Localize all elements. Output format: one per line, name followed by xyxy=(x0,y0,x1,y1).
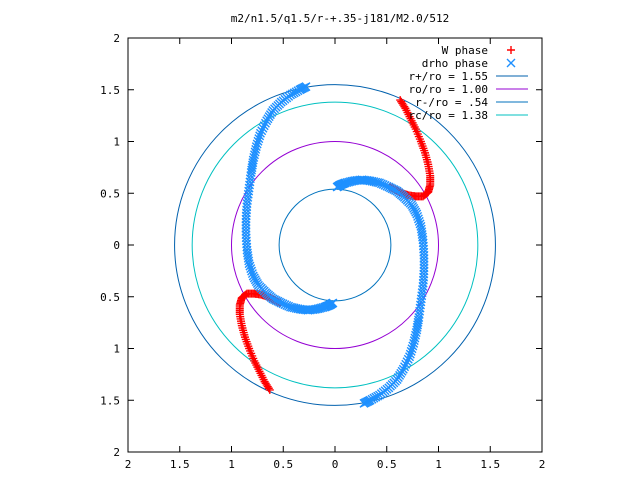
reference-circles xyxy=(174,84,496,406)
x-tick-label: 2 xyxy=(539,458,546,471)
reference-circle xyxy=(231,141,439,349)
reference-circle xyxy=(191,101,479,389)
x-tick-label: 0.5 xyxy=(273,458,293,471)
drho-phase-point xyxy=(247,266,257,276)
y-tick-label: 0.5 xyxy=(100,291,120,304)
x-tick-label: 1 xyxy=(228,458,235,471)
drho-phase-point xyxy=(250,147,260,157)
x-tick-label: 1.5 xyxy=(170,458,190,471)
drho-phase-point xyxy=(413,214,423,224)
reference-circle xyxy=(174,84,496,406)
reference-circle xyxy=(278,188,392,302)
drho-phase-point xyxy=(398,364,408,374)
drho-phase-point xyxy=(416,221,426,231)
drho-phase-point xyxy=(246,264,256,274)
x-tick-label: 2 xyxy=(125,458,132,471)
legend-label: W phase xyxy=(442,44,488,57)
drho-phase-point xyxy=(255,128,265,138)
chart-title: m2/n1.5/q1.5/r-+.35-j181/M2.0/512 xyxy=(231,12,450,25)
legend-label: rc/ro = 1.38 xyxy=(409,109,488,122)
y-tick-label: 1.5 xyxy=(100,394,120,407)
drho-phase-point xyxy=(260,118,270,128)
drho-phase-point xyxy=(244,256,254,266)
data-markers xyxy=(235,82,435,408)
drho-phase-point xyxy=(245,261,255,271)
drho-phase-point xyxy=(262,116,272,126)
drho-phase-point xyxy=(249,150,259,160)
legend-label: ro/ro = 1.00 xyxy=(409,83,488,96)
drho-phase-point xyxy=(405,352,415,362)
drho-phase-point xyxy=(410,333,420,343)
legend-swatch xyxy=(506,58,516,68)
x-tick-label: 1 xyxy=(435,458,442,471)
drho-phase-point xyxy=(406,346,416,356)
drho-phase-point xyxy=(409,338,419,348)
drho-phase-point xyxy=(411,330,421,340)
drho-phase-point xyxy=(251,142,261,152)
drho-phase-point xyxy=(254,134,264,144)
y-tick-label: 2 xyxy=(113,446,120,459)
y-tick-label: 2 xyxy=(113,32,120,45)
drho-phase-point xyxy=(259,121,269,131)
drho-phase-point xyxy=(415,219,425,229)
drho-phase-point xyxy=(408,341,418,351)
drho-phase-point xyxy=(258,123,268,133)
y-tick-label: 0.5 xyxy=(100,187,120,200)
y-tick-label: 1.5 xyxy=(100,84,120,97)
drho-phase-point xyxy=(409,336,419,346)
y-tick-label: 1 xyxy=(113,136,120,149)
legend-label: r+/ro = 1.55 xyxy=(409,70,488,83)
axis-ticks: 2 1.5 1 0.5 0 0.5 1 1.5 221.510.500.511.52 xyxy=(100,32,545,471)
drho-phase-point xyxy=(251,144,261,154)
drho-phase-point xyxy=(401,359,411,369)
drho-phase-point xyxy=(255,131,265,141)
x-tick-label: 0 xyxy=(332,458,339,471)
drho-phase-point xyxy=(414,216,424,226)
drho-phase-point xyxy=(407,344,417,354)
drho-phase-point xyxy=(332,182,342,192)
y-tick-label: 0 xyxy=(113,239,120,252)
drho-phase-point xyxy=(402,357,412,367)
drho-phase-point xyxy=(403,354,413,364)
drho-phase-point xyxy=(253,136,263,146)
drho-phase-point xyxy=(244,259,254,269)
legend-swatch xyxy=(507,46,515,54)
legend-label: drho phase xyxy=(422,57,488,70)
drho-phase-point xyxy=(405,349,415,359)
drho-phase-point xyxy=(400,362,410,372)
y-tick-label: 1 xyxy=(113,343,120,356)
drho-phase-point xyxy=(328,298,338,308)
legend-label: r-/ro = .54 xyxy=(415,96,488,109)
drho-phase-point xyxy=(257,126,267,136)
x-tick-label: 1.5 xyxy=(480,458,500,471)
drho-phase-point xyxy=(416,224,426,234)
x-tick-label: 0.5 xyxy=(377,458,397,471)
drho-phase-point xyxy=(252,139,262,149)
